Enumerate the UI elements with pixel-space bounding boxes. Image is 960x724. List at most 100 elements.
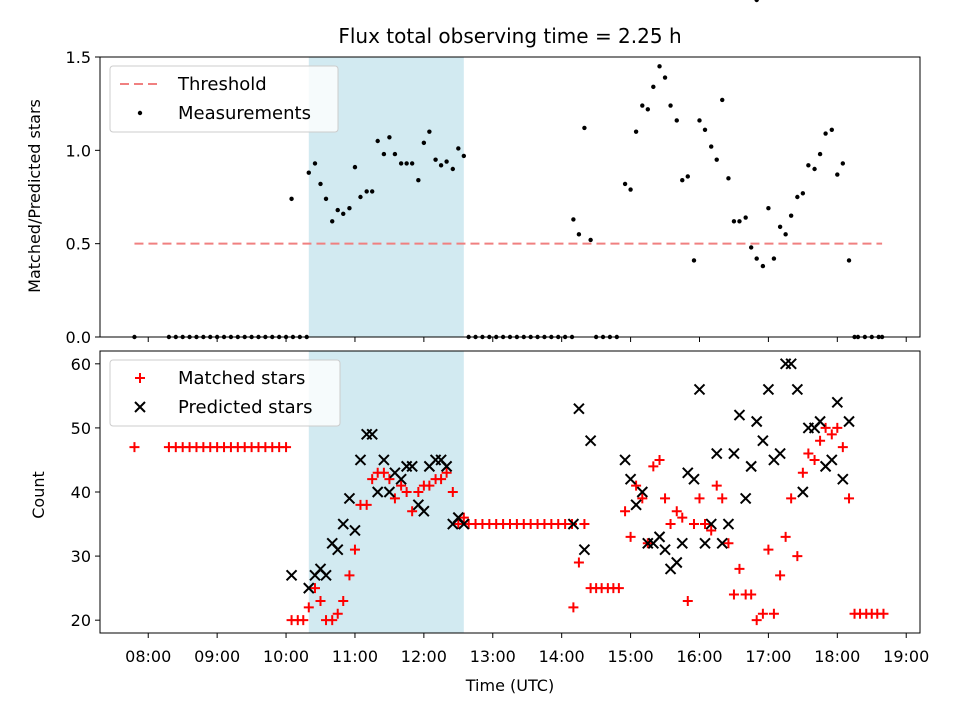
data-point [837,442,848,453]
data-point [461,153,467,159]
data-point [281,442,292,453]
x-tick-label: 09:00 [194,647,240,666]
data-point [409,161,415,166]
data-point [731,219,737,224]
legend-matched-swatch [135,373,145,383]
legend-label: Matched stars [178,368,305,389]
data-point [619,454,631,466]
data-point [829,127,834,132]
data-point [582,125,587,131]
data-point [285,569,298,582]
data-point [568,602,579,613]
data-point [343,492,356,505]
data-point [436,474,447,485]
data-point [303,602,314,613]
data-point [354,454,367,466]
x-tick-label: 10:00 [263,647,309,666]
data-point [878,608,889,619]
data-point [584,435,597,447]
data-point [332,608,343,619]
data-point [424,480,435,491]
y-tick-label: 0.0 [66,328,91,347]
data-point [383,486,396,498]
chart-title: Flux total observing time = 2.25 h [338,24,681,48]
data-point [685,174,690,179]
data-point [817,151,823,157]
data-point [440,460,453,473]
data-point [401,487,412,497]
y-tick-label: 20 [71,611,91,630]
x-tick-label: 19:00 [883,647,929,666]
series-matched-stars [129,422,889,626]
data-point [723,538,734,549]
data-point [754,0,759,3]
data-point [628,187,633,192]
data-point [315,595,326,606]
data-point [745,460,757,473]
data-point [788,213,794,218]
data-point [648,461,659,472]
top-panel: Matched/Predicted stars 0.0 0.5 1.0 1.5 Thre… [25,0,921,347]
data-point [750,415,763,428]
data-point [774,447,786,460]
data-point [693,383,706,396]
data-point [662,75,668,80]
data-point [289,196,294,202]
data-point [588,237,593,243]
data-point [766,206,771,211]
data-point [760,263,766,269]
data-point [392,151,398,157]
data-point [309,583,320,594]
data-point [335,207,340,213]
data-point [389,493,400,504]
data-point [688,519,699,530]
data-point [676,537,688,549]
data-point [659,543,671,556]
x-tick-label: 12:00 [401,647,447,666]
data-point [826,454,838,466]
data-point [447,487,458,497]
data-point [714,157,719,162]
data-point [728,589,739,600]
data-point [831,396,844,408]
data-point [444,159,449,164]
data-point [795,194,800,200]
data-point [453,519,464,530]
data-point [384,474,395,485]
data-point [786,493,797,504]
x-tick-label: 18:00 [814,647,860,666]
legend-label: Threshold [177,74,267,95]
y-tick-label: 1.5 [66,48,91,67]
data-point [814,415,826,428]
data-point [843,415,855,428]
data-point [800,191,806,196]
data-point [700,519,711,530]
data-point [622,181,628,187]
data-point [706,525,717,536]
data-point [812,166,817,172]
y-tick-label: 40 [71,483,91,502]
y-tick-label: 1.0 [66,141,91,160]
data-point [633,129,639,134]
data-point [835,172,840,177]
data-point [573,402,585,415]
data-point [375,138,380,144]
data-point [378,454,390,466]
y-tick-label: 30 [71,547,91,566]
data-point [783,232,788,237]
data-point [806,163,811,168]
x-tick-label: 16:00 [676,647,722,666]
legend-box [109,359,341,427]
data-point [369,189,375,194]
data-point [318,181,323,187]
data-point [367,474,378,485]
data-point [809,454,820,465]
data-point [733,409,746,421]
data-point [347,206,352,211]
data-point [441,467,452,478]
data-point [624,473,637,485]
data-point [671,556,683,569]
data-point [306,170,311,175]
x-tick-label: 14:00 [539,647,585,666]
